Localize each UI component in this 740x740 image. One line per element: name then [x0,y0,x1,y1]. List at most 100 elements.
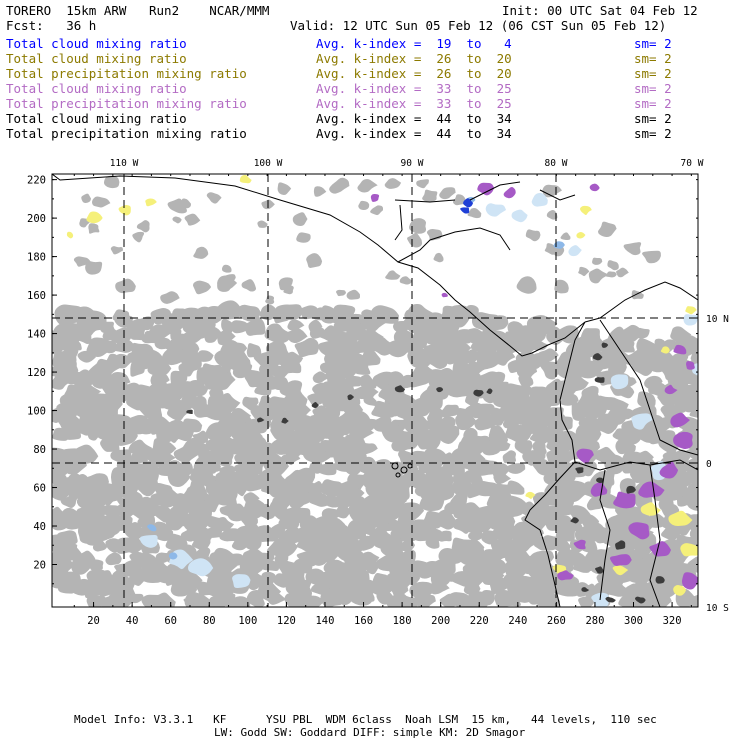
blue-cloud [463,198,474,208]
dark-cloud-core [581,587,590,592]
longitude-label: 90 W [401,158,424,169]
legend-kindex: Avg. k-index = 44 to 34 [316,111,512,126]
dark-cloud-core [635,596,646,604]
gray-cloud [110,246,124,255]
gray-cloud [439,187,456,200]
gray-cloud [385,270,401,280]
dark-cloud-core [601,342,609,348]
gray-cloud [623,242,642,256]
gray-cloud [167,399,193,421]
light-blue-cloud [232,574,251,589]
yellow-precip [525,491,536,499]
x-tick-label: 280 [585,615,604,627]
gray-cloud [181,198,191,209]
gray-cloud [77,350,96,363]
gray-cloud [335,496,354,509]
y-tick-label: 180 [27,252,46,264]
gray-cloud [284,327,308,344]
coastline [649,464,661,607]
gray-cloud [414,593,436,607]
gray-cloud [616,267,629,278]
physics-info: LW: Godd SW: Goddard DIFF: simple KM: 2D… [214,726,526,739]
gray-cloud [202,325,223,343]
x-tick-label: 120 [277,615,296,627]
gray-cloud [419,494,445,512]
dark-cloud-core [281,417,289,424]
legend-row: Total precipitation mixing ratio Avg. k-i… [6,96,736,111]
gray-cloud [370,205,383,216]
y-tick-label: 100 [27,406,46,418]
gray-cloud [320,587,343,607]
coastline [599,319,698,456]
gray-cloud [100,438,120,452]
gray-cloud [224,274,236,281]
purple-precip [673,344,687,355]
purple-precip [441,292,448,298]
yellow-precip [660,346,670,354]
gray-cloud [359,312,387,332]
gray-cloud [581,399,607,419]
gray-cloud [100,402,119,419]
gray-cloud [305,595,324,607]
gray-cloud [103,175,120,189]
gray-cloud [605,582,630,597]
gray-cloud [425,538,440,549]
legend-smoothing: sm= 2 [634,36,672,51]
gray-cloud [416,435,439,450]
gray-cloud [399,594,418,607]
gray-cloud [468,529,485,541]
gray-cloud [259,304,279,321]
gray-cloud [489,575,511,595]
dark-cloud-core [257,417,265,423]
gray-cloud [554,279,569,294]
gray-cloud [95,578,123,597]
gray-cloud [615,438,636,455]
gray-cloud [277,434,303,458]
gray-cloud [124,536,145,554]
purple-precip [477,182,495,196]
gray-cloud [383,403,401,417]
purple-precip [557,570,574,581]
gray-cloud [578,266,590,277]
gray-cloud [526,336,549,351]
gray-cloud [231,482,248,497]
dark-cloud-core [655,576,665,584]
legend-smoothing: sm= 2 [634,111,672,126]
gray-cloud [688,594,698,607]
gray-cloud [225,503,247,522]
gray-cloud [660,525,683,541]
purple-precip [686,361,695,370]
gray-cloud [359,374,377,389]
gray-cloud [246,590,265,607]
purple-precip-layer [370,182,698,590]
y-tick-label: 120 [27,367,46,379]
legend-field: Total precipitation mixing ratio [6,126,247,141]
legend-smoothing: sm= 2 [634,96,672,111]
gray-cloud [384,178,402,189]
dark-cloud-layer [186,342,665,604]
gray-cloud [621,324,643,343]
gray-cloud [244,534,262,551]
gray-cloud [130,450,148,464]
gray-cloud [486,315,509,331]
legend-row: Total cloud mixing ratio Avg. k-index = 2… [6,51,736,66]
coastline [584,281,698,323]
gray-cloud [464,468,483,485]
latitude-label: 10 N [706,314,729,325]
gray-cloud [215,452,234,467]
gray-cloud [241,279,257,292]
gray-cloud [212,422,233,439]
blue-cloud [460,207,470,214]
gray-cloud [478,589,495,606]
gray-cloud [540,390,560,407]
gray-cloud [216,300,242,320]
gray-cloud [515,533,539,552]
gray-cloud [147,359,172,377]
gray-cloud [358,386,379,401]
gray-cloud [257,220,268,228]
legend-kindex: Avg. k-index = 26 to 20 [316,51,512,66]
gray-cloud [518,373,534,387]
gray-cloud [416,179,429,189]
gray-cloud [266,536,298,558]
